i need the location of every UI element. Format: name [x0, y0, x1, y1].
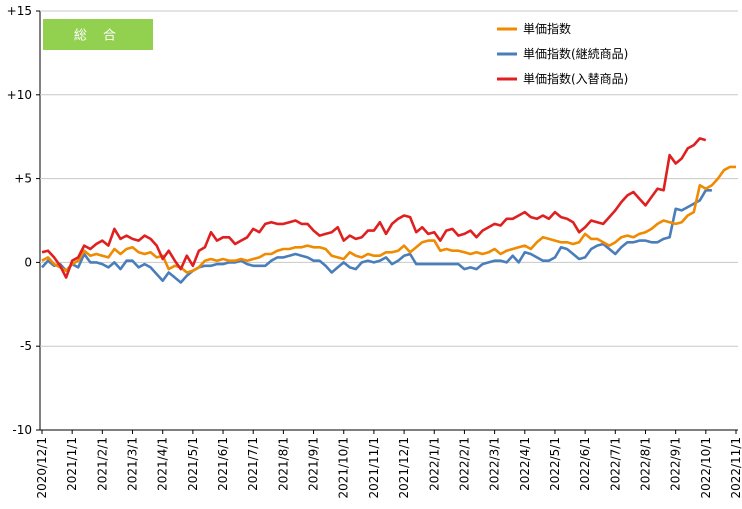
- x-tick-label: 2022/3/1: [488, 437, 502, 491]
- series-line-0: [41, 165, 736, 274]
- x-tick-label: 2021/7/1: [246, 437, 260, 491]
- legend-label-0: 単価指数: [523, 21, 571, 36]
- x-tick-label: 2022/11/1: [729, 437, 742, 499]
- x-tick-label: 2022/8/1: [638, 437, 652, 491]
- badge-background: [43, 19, 153, 50]
- series-lines: [41, 137, 736, 284]
- x-tick-label: 2022/9/1: [669, 437, 683, 491]
- x-tick-label: 2021/1/1: [65, 437, 79, 491]
- x-tick-label: 2022/7/1: [608, 437, 622, 491]
- x-tick-label: 2021/6/1: [216, 437, 230, 491]
- x-tick-label: 2022/2/1: [457, 437, 471, 491]
- x-axis: 2020/12/1 2021/1/1 2021/2/1 2021/3/1 2021/4/…: [35, 430, 742, 499]
- series-line-2: [41, 137, 707, 279]
- x-tick-label: 2021/9/1: [307, 437, 321, 491]
- legend-label-1: 単価指数(継続商品): [523, 46, 628, 61]
- x-tick-label: 2021/4/1: [156, 437, 170, 491]
- x-tick-label: 2021/10/1: [337, 437, 351, 499]
- x-tick-label: 2021/5/1: [186, 437, 200, 491]
- badge-label: 総 合: [74, 29, 122, 44]
- x-tick-label: 2022/5/1: [548, 437, 562, 491]
- y-tick-label: -10: [12, 423, 32, 437]
- y-tick-label: 0: [24, 255, 32, 269]
- series-line-1: [41, 189, 712, 284]
- chart-badge: 総 合: [43, 19, 153, 50]
- legend-label-2: 単価指数(入替商品): [523, 71, 628, 86]
- x-tick-label: 2021/8/1: [276, 437, 290, 491]
- x-tick-label: 2022/10/1: [699, 437, 713, 499]
- x-tick-label: 2021/2/1: [95, 437, 109, 491]
- y-axis: +15 +10 +5 0 -5 -10: [7, 4, 738, 437]
- x-tick-label: 2022/6/1: [578, 437, 592, 491]
- x-tick-label: 2022/4/1: [518, 437, 532, 491]
- x-tick-label: 2021/12/1: [397, 437, 411, 499]
- x-tick-label: 2021/11/1: [367, 437, 381, 499]
- y-tick-label: +10: [7, 88, 32, 102]
- x-tick-label: 2021/3/1: [126, 437, 140, 491]
- x-tick-label: 2020/12/1: [35, 437, 49, 499]
- y-tick-label: +15: [7, 4, 32, 18]
- x-tick-label: 2022/1/1: [427, 437, 441, 491]
- y-tick-label: +5: [14, 172, 32, 186]
- y-tick-label: -5: [20, 339, 32, 353]
